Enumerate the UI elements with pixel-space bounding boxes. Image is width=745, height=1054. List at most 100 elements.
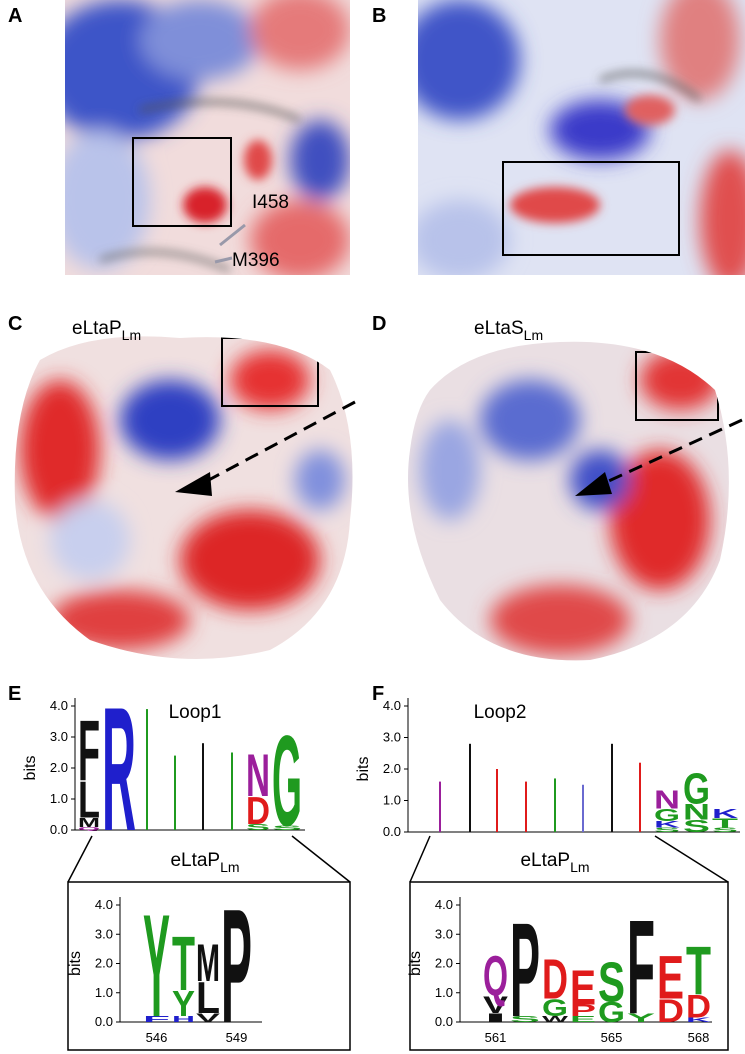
protein-label: eLtaSLm <box>474 318 543 343</box>
inset-frame <box>67 881 351 1051</box>
panel-label: A <box>8 5 22 27</box>
x-tick-label: 561 <box>485 1030 507 1045</box>
y-tick-label: 3.0 <box>435 926 453 941</box>
logo-letter: Q <box>483 945 508 1008</box>
logo-letter: T <box>172 920 195 1007</box>
logo-letter: F <box>78 702 100 799</box>
zoom-line <box>409 835 729 883</box>
panel-label: C <box>8 313 22 335</box>
logo-letter: G <box>683 764 710 813</box>
panel-label: F <box>372 683 384 705</box>
panel-label: D <box>372 313 386 335</box>
x-tick-label: 568 <box>688 1030 710 1045</box>
logo-letter: R <box>102 672 136 868</box>
y-tick-label: 4.0 <box>95 897 113 912</box>
logo-letter: S <box>683 817 710 836</box>
protein-name: eLtaP <box>72 318 122 339</box>
y-tick-label: 1.0 <box>95 985 113 1000</box>
arrowhead <box>575 472 612 496</box>
logo-letter: Y <box>172 985 195 1025</box>
logo-letter: D <box>246 789 270 832</box>
residue-label: M396 <box>232 250 280 271</box>
logo-column <box>639 762 641 832</box>
logo-letter: Y <box>627 1011 655 1025</box>
panel-label: B <box>372 5 386 27</box>
logo-letter: V <box>483 992 509 1019</box>
panel-label: E <box>8 683 21 705</box>
logo-letter: S <box>272 824 302 831</box>
logo-letter: K <box>686 1017 712 1024</box>
logo-letter: G <box>542 994 568 1021</box>
protein-name: eLtaP <box>170 850 220 871</box>
logo-letter: G <box>272 710 302 854</box>
logo-letter: T <box>712 815 738 830</box>
logo-column <box>439 781 441 832</box>
surface-d <box>408 341 729 661</box>
y-tick-label: 2.0 <box>95 956 113 971</box>
y-tick-label: 1.0 <box>50 791 68 806</box>
logo-letter: F <box>627 891 655 1041</box>
logo-letter: W <box>542 1015 569 1024</box>
logo-column <box>611 743 613 832</box>
logo-letter: Q <box>78 826 100 831</box>
logo-title: Loop1 <box>169 702 222 723</box>
zoom-line <box>67 835 351 883</box>
logo-column <box>174 755 176 830</box>
logo-letter: S <box>598 951 625 1014</box>
subscript: Lm <box>570 859 589 875</box>
logo-letter: K <box>712 806 738 821</box>
logo-title: Loop2 <box>474 702 527 723</box>
logo-column <box>525 781 527 832</box>
subscript: Lm <box>122 327 141 343</box>
y-tick-label: 0.0 <box>435 1014 453 1029</box>
y-tick-label: 3.0 <box>50 729 68 744</box>
logo-letter: M <box>78 816 100 831</box>
y-tick-label: 0.0 <box>50 822 68 837</box>
logo-letter: L <box>78 772 100 830</box>
y-tick-label: 4.0 <box>50 698 68 713</box>
inset-frame <box>409 881 729 1051</box>
y-tick-label: 2.0 <box>435 956 453 971</box>
y-tick-label: 4.0 <box>435 897 453 912</box>
y-tick-label: 2.0 <box>50 760 68 775</box>
protein-name: eLtaP <box>520 850 570 871</box>
subscript: Lm <box>524 327 543 343</box>
logo-letter: P <box>221 876 252 1054</box>
logo-letter: V <box>196 1012 220 1025</box>
logo-letter: G <box>598 997 625 1029</box>
logo-letter: F <box>143 1015 170 1024</box>
logo-column <box>582 784 584 832</box>
logo-column <box>202 743 204 830</box>
y-tick-label: 2.0 <box>383 761 401 776</box>
logo-letter: H <box>172 1015 195 1024</box>
y-tick-label: 3.0 <box>383 730 401 745</box>
logo-column <box>554 778 556 832</box>
logo-letter: I <box>483 1011 508 1025</box>
logo-letter: L <box>196 974 220 1023</box>
logo-letter: S <box>510 1015 540 1024</box>
y-tick-label: 4.0 <box>383 698 401 713</box>
x-tick-label: 549 <box>226 1030 248 1045</box>
logo-column <box>496 769 498 832</box>
logo-column <box>146 709 148 830</box>
dashed-arrow <box>204 400 356 484</box>
logo-letter: S <box>654 826 680 833</box>
surface-b <box>418 0 745 275</box>
y-axis-label: bits <box>355 757 372 782</box>
y-tick-label: 1.0 <box>383 793 401 808</box>
logo-letter: E <box>657 944 684 1012</box>
logo-letter: S <box>246 822 270 832</box>
logo-letter: D <box>657 993 684 1029</box>
logo-letter: G <box>654 806 680 825</box>
logo-letter: N <box>246 743 270 809</box>
protein-label: eLtaPLm <box>72 318 141 343</box>
inset-title: eLtaPLm <box>170 850 239 875</box>
logo-letter: S <box>712 826 738 833</box>
logo-letter: D <box>542 949 568 1012</box>
subscript: Lm <box>220 859 239 875</box>
y-tick-label: 0.0 <box>95 1014 113 1029</box>
y-axis-label: bits <box>22 756 39 781</box>
logo-title: eLtaP <box>0 0 25 5</box>
logo-letter: P <box>510 896 540 1046</box>
